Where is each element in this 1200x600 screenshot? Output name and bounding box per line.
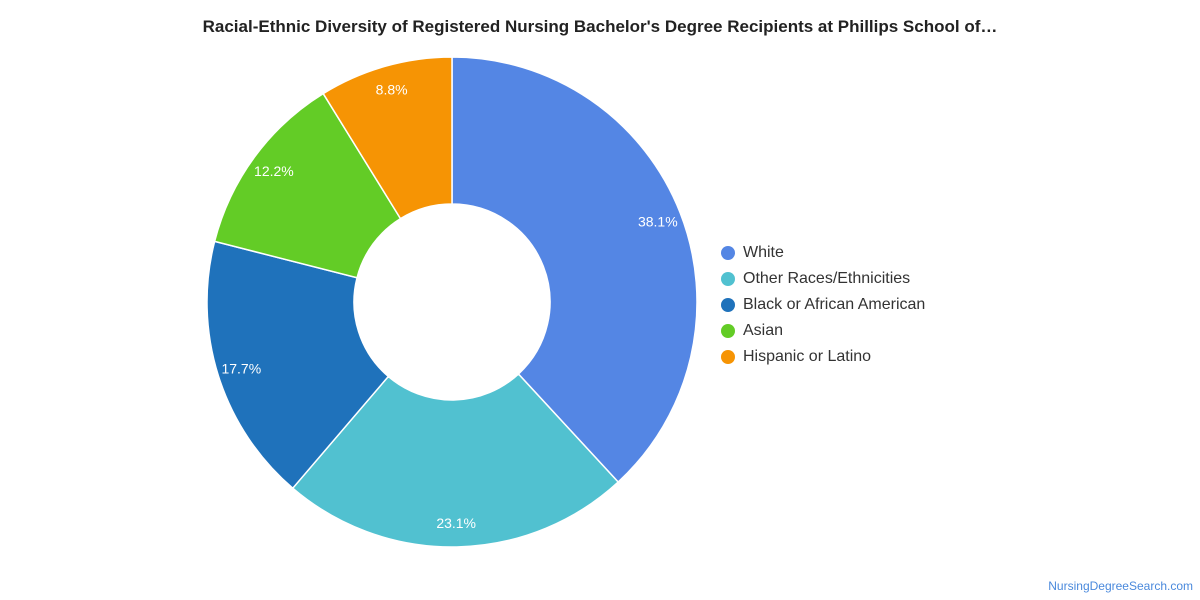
legend-label: White — [743, 244, 784, 261]
legend-label: Asian — [743, 322, 784, 339]
slice-value-label: 38.1% — [638, 214, 678, 230]
slice-hispanic-or-latino[interactable] — [322, 56, 453, 220]
legend-item-black-or-african-american[interactable]: Black or African American — [721, 292, 925, 318]
legend-item-white[interactable]: White — [721, 240, 925, 266]
slice-asian[interactable] — [213, 92, 402, 279]
slice-white[interactable] — [451, 56, 698, 484]
slice-other-races-ethnicities[interactable] — [291, 372, 620, 548]
slice-value-label: 12.2% — [254, 163, 294, 179]
chart-title: Racial-Ethnic Diversity of Registered Nu… — [202, 17, 998, 36]
slice-black-or-african-american[interactable] — [206, 240, 390, 490]
legend-label: Other Races/Ethnicities — [743, 270, 911, 287]
slice-value-label: 23.1% — [436, 515, 476, 531]
legend-swatch — [721, 246, 735, 260]
legend-label: Black or African American — [743, 296, 926, 313]
slice-value-label: 17.7% — [221, 361, 261, 377]
legend-item-other-races-ethnicities[interactable]: Other Races/Ethnicities — [721, 266, 925, 292]
legend-swatch — [721, 272, 735, 286]
chart-legend: White Other Races/Ethnicities Black or Afr… — [721, 240, 925, 370]
legend-swatch — [721, 324, 735, 338]
legend-item-hispanic-or-latino[interactable]: Hispanic or Latino — [721, 344, 925, 370]
legend-item-asian[interactable]: Asian — [721, 318, 925, 344]
legend-label: Hispanic or Latino — [743, 348, 872, 365]
legend-swatch — [721, 298, 735, 312]
slice-value-label: 8.8% — [376, 81, 408, 97]
legend-swatch — [721, 350, 735, 364]
source-watermark[interactable]: NursingDegreeSearch.com — [1048, 579, 1193, 593]
